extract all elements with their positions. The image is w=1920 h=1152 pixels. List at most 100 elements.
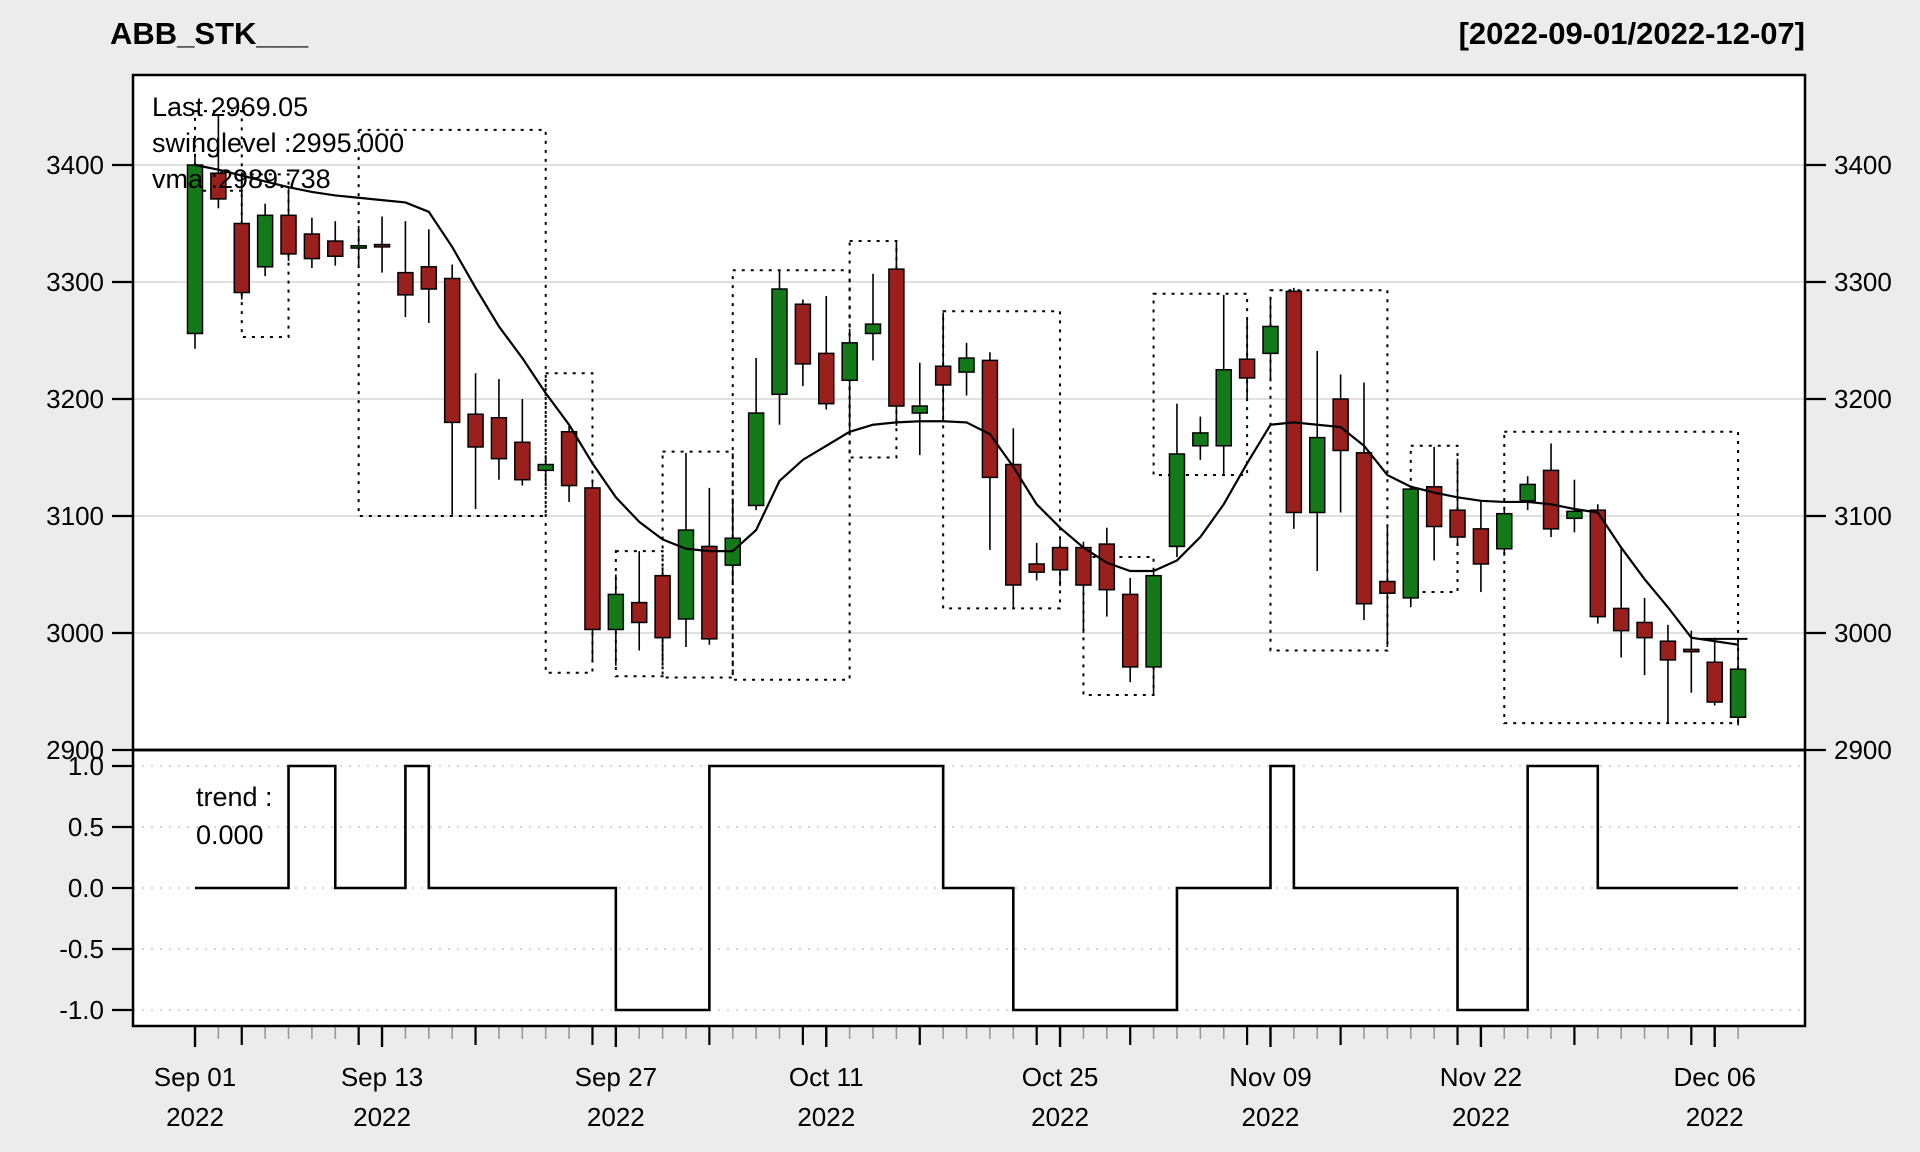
candle-body (210, 172, 227, 200)
date-range: [2022-09-01/2022-12-07] (1459, 16, 1805, 51)
candle-body (1589, 509, 1607, 618)
x-axis-label-year: 2022 (1242, 1102, 1300, 1132)
candle-body (654, 574, 671, 639)
candle-body (1145, 574, 1162, 668)
candle-body (1566, 510, 1583, 520)
candle-body (1308, 436, 1326, 514)
x-axis-label-date: Dec 06 (1674, 1062, 1756, 1092)
y-axis-label-right: 3300 (1834, 267, 1892, 297)
x-axis-label-year: 2022 (797, 1102, 855, 1132)
swing-box (1269, 289, 1389, 652)
candle-body (1051, 546, 1069, 571)
y-axis-label-left: 3000 (46, 618, 104, 648)
candle-body (327, 240, 344, 258)
x-axis-label-date: Sep 13 (341, 1062, 423, 1092)
candle-body (1238, 358, 1256, 379)
vma-line-layer (194, 163, 1748, 646)
candle-body (630, 601, 648, 624)
candle-body (1332, 398, 1349, 452)
swing-box (731, 269, 851, 681)
candle-body (1192, 432, 1209, 447)
candle-body (256, 214, 274, 268)
candle-body (1121, 593, 1139, 668)
candle-body (1355, 452, 1373, 605)
candle-body (1425, 486, 1443, 528)
candle-body (1636, 621, 1653, 639)
x-axis-label-date: Nov 09 (1229, 1062, 1311, 1092)
candle-body (677, 529, 695, 620)
x-axis-label-date: Nov 22 (1440, 1062, 1522, 1092)
candle-body (1098, 543, 1116, 591)
candle-body (864, 323, 882, 335)
x-axis-label-year: 2022 (166, 1102, 224, 1132)
candle-body (1729, 668, 1747, 718)
x-axis-label-year: 2022 (1031, 1102, 1089, 1132)
chart-title: ABB_STK___ (110, 16, 309, 51)
main-panel-background (133, 75, 1805, 750)
x-axis-label-date: Oct 25 (1022, 1062, 1099, 1092)
trend-step-line (195, 764, 1739, 1012)
candle-body (1706, 661, 1723, 703)
candle-body (1379, 580, 1396, 594)
x-axis-label-year: 2022 (1452, 1102, 1510, 1132)
candle-body (373, 243, 391, 248)
candle-body (888, 268, 905, 407)
candle-body (1496, 512, 1513, 550)
candle-body (1215, 369, 1232, 447)
candle-body (794, 303, 812, 365)
candle-body (1683, 648, 1700, 653)
trend-legend-line1: trend : (196, 782, 273, 812)
candle-body (1402, 488, 1420, 599)
candle-body (607, 593, 625, 631)
candle-body (490, 416, 508, 460)
candle-body (1449, 509, 1466, 538)
x-axis-label-year: 2022 (1686, 1102, 1744, 1132)
trend-axis-label: 0.5 (68, 812, 104, 842)
candle-body (1612, 607, 1630, 632)
candle-body (467, 413, 484, 448)
trend-step-layer (195, 764, 1739, 1012)
candle-body (981, 359, 999, 479)
candle-body (911, 405, 929, 414)
swing-box (661, 450, 734, 679)
last-price-label: Last 2969.05 (152, 92, 308, 122)
y-axis-label-left: 3400 (46, 150, 104, 180)
y-axis-label-right: 3100 (1834, 501, 1892, 531)
y-axis-label-right: 3200 (1834, 384, 1892, 414)
candle-body (771, 288, 788, 396)
y-axis-label-left: 3100 (46, 501, 104, 531)
candle-body (443, 277, 461, 424)
candle-body (1472, 528, 1490, 565)
swing-box (1503, 430, 1740, 725)
candle-body (1519, 483, 1536, 502)
y-axis-label-right: 2900 (1834, 735, 1892, 765)
x-axis-label-date: Sep 01 (154, 1062, 236, 1092)
trend-legend-line2: 0.000 (196, 820, 264, 850)
candle-body (514, 441, 531, 481)
vma-label: vma :2989.738 (152, 164, 331, 194)
trend-axis-label: -1.0 (59, 995, 104, 1025)
axes-layer: 2900 2900 3000 3000 3100 3100 3200 3200 3300 3300… (46, 150, 1892, 1132)
y-axis-label-left: 2900 (46, 735, 104, 765)
candle-body (1285, 290, 1303, 514)
y-axis-label-right: 3400 (1834, 150, 1892, 180)
swinglevel-label: swinglevel :2995.000 (152, 128, 404, 158)
candle-body (747, 412, 765, 507)
x-axis-label-date: Sep 27 (575, 1062, 657, 1092)
candle-body (584, 487, 601, 631)
candle-body (280, 214, 297, 255)
candle-body (934, 365, 952, 386)
candle-body (1659, 640, 1677, 661)
candle-body (1005, 463, 1022, 586)
vma-line (194, 163, 1739, 646)
trend-axis-label: -0.5 (59, 934, 104, 964)
candle-body (958, 357, 975, 373)
candle-body (397, 271, 414, 296)
candle-body (701, 545, 718, 640)
swing-box (1152, 292, 1249, 477)
y-axis-label-left: 3300 (46, 267, 104, 297)
candle-body (560, 431, 578, 487)
candle-body (233, 222, 251, 294)
candle-body (818, 352, 835, 405)
